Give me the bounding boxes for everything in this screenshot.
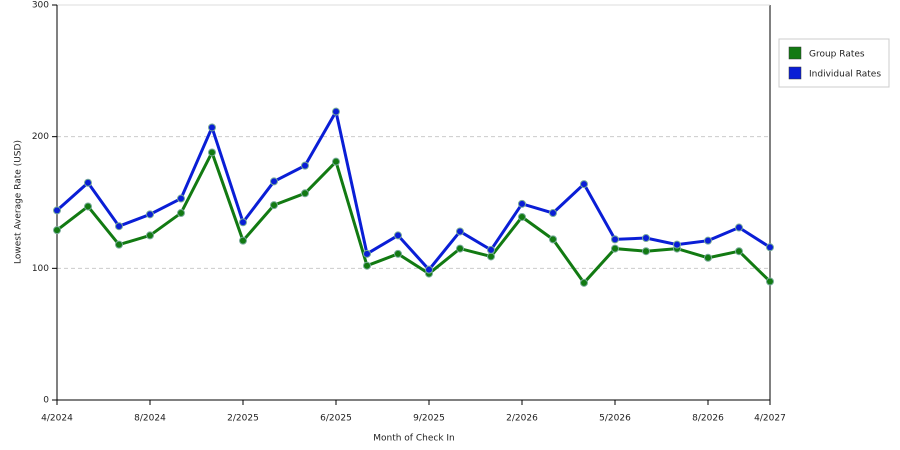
data-point bbox=[735, 223, 743, 232]
data-point bbox=[673, 240, 681, 249]
x-tick-label: 4/2024 bbox=[41, 414, 73, 424]
data-point bbox=[301, 189, 309, 198]
data-point bbox=[208, 123, 216, 132]
data-point bbox=[115, 222, 123, 231]
data-point bbox=[611, 235, 619, 244]
data-point bbox=[642, 234, 650, 243]
data-point bbox=[332, 107, 340, 116]
data-point bbox=[611, 244, 619, 253]
x-tick-label: 6/2025 bbox=[320, 414, 352, 424]
data-point bbox=[301, 161, 309, 170]
data-point bbox=[766, 277, 774, 286]
data-point bbox=[766, 243, 774, 252]
y-tick-label: 300 bbox=[32, 1, 49, 11]
data-point bbox=[549, 235, 557, 244]
data-point bbox=[642, 247, 650, 256]
data-point bbox=[239, 236, 247, 245]
data-point bbox=[332, 157, 340, 166]
data-point bbox=[177, 194, 185, 203]
legend-swatch bbox=[788, 66, 802, 80]
x-tick-label: 5/2026 bbox=[599, 414, 631, 424]
legend-box bbox=[778, 38, 890, 88]
legend-label: Individual Rates bbox=[809, 70, 881, 80]
data-point bbox=[239, 218, 247, 227]
data-point bbox=[53, 206, 61, 215]
y-tick-label: 100 bbox=[32, 264, 49, 274]
data-point bbox=[487, 252, 495, 261]
x-tick-label: 9/2025 bbox=[413, 414, 445, 424]
legend-label: Group Rates bbox=[809, 50, 865, 60]
data-point bbox=[394, 249, 402, 258]
data-point bbox=[456, 227, 464, 236]
series-line bbox=[56, 148, 772, 286]
data-point bbox=[580, 278, 588, 287]
data-point bbox=[363, 261, 371, 270]
x-axis-label: Month of Check In bbox=[373, 434, 455, 444]
data-point bbox=[704, 236, 712, 245]
y-tick-label: 0 bbox=[43, 396, 49, 406]
data-point bbox=[487, 245, 495, 254]
data-point bbox=[270, 177, 278, 186]
data-point bbox=[146, 210, 154, 219]
data-point bbox=[146, 231, 154, 240]
x-tick-label: 2/2025 bbox=[227, 414, 259, 424]
data-point bbox=[84, 178, 92, 187]
data-point bbox=[425, 265, 433, 274]
data-point bbox=[518, 212, 526, 221]
data-point bbox=[704, 253, 712, 262]
x-tick-label: 8/2024 bbox=[134, 414, 166, 424]
data-point bbox=[115, 240, 123, 249]
data-point bbox=[84, 202, 92, 211]
data-point bbox=[177, 209, 185, 218]
y-axis-label: Lowest Average Rate (USD) bbox=[14, 140, 24, 264]
data-point bbox=[270, 201, 278, 210]
data-point bbox=[518, 199, 526, 208]
data-point bbox=[735, 247, 743, 256]
data-point bbox=[549, 209, 557, 218]
data-point bbox=[394, 231, 402, 240]
series-line bbox=[56, 107, 771, 272]
data-point bbox=[456, 244, 464, 253]
x-tick-label: 4/2027 bbox=[754, 414, 786, 424]
legend-swatch bbox=[788, 46, 802, 60]
data-point bbox=[208, 148, 216, 157]
data-point bbox=[53, 226, 61, 235]
x-tick-label: 8/2026 bbox=[692, 414, 724, 424]
x-tick-label: 2/2026 bbox=[506, 414, 538, 424]
data-point bbox=[363, 249, 371, 258]
y-tick-label: 200 bbox=[32, 132, 49, 142]
data-point bbox=[580, 180, 588, 189]
